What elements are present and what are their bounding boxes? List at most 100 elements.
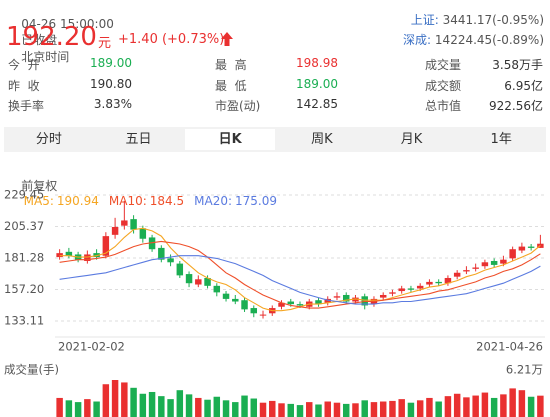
- volume-bar: [342, 403, 350, 417]
- volume-title: 成交量(手): [4, 363, 59, 377]
- candle-body: [352, 297, 359, 302]
- candle-body: [287, 301, 294, 305]
- volume-bar: [407, 402, 415, 417]
- volume-bar: [333, 402, 341, 417]
- volume-bar: [121, 382, 128, 417]
- candle-body: [361, 296, 368, 306]
- stat-value: 190.80: [90, 76, 132, 91]
- volume-bar: [102, 384, 110, 417]
- volume-bar: [518, 390, 526, 417]
- ma-legend: 前复权 MA5: 190.94 MA10: 184.5 MA20: 175.09: [6, 163, 277, 208]
- candle-body: [527, 246, 535, 248]
- candle-body: [481, 262, 489, 267]
- candle-body: [500, 259, 507, 264]
- candle-body: [518, 246, 526, 251]
- volume-bar: [500, 394, 507, 417]
- candle-body: [241, 300, 248, 310]
- volume-bar: [185, 394, 193, 417]
- tab[interactable]: 月K: [400, 132, 423, 147]
- candle-body: [333, 296, 341, 298]
- volume-bar: [287, 403, 294, 417]
- volume-bar: [176, 390, 184, 417]
- tab[interactable]: 分时: [35, 132, 62, 147]
- volume-tick-label: 6.21万: [506, 363, 543, 377]
- volume-bar: [324, 401, 331, 417]
- volume-bar: [435, 401, 442, 417]
- tab[interactable]: 1年: [490, 132, 512, 147]
- volume-bar: [527, 396, 535, 417]
- tab-bar: 分时 五日 日K 周K 月K 1年: [4, 127, 546, 152]
- timezone: 北京时间: [21, 50, 70, 64]
- stat-value: 198.98: [296, 56, 338, 70]
- candle-body: [167, 258, 174, 263]
- stat-row: 换手率 3.83% 市盈(动) 142.85 总市值 922.56亿: [0, 95, 550, 115]
- ma-value: 190.94: [56, 194, 99, 208]
- ma-value: 175.09: [235, 194, 277, 208]
- stat-label: 总市值: [425, 99, 462, 113]
- last-price: 192.20: [6, 22, 97, 52]
- volume-bar: [361, 400, 368, 417]
- candle-body: [139, 228, 147, 239]
- volume-bar: [398, 399, 405, 417]
- tab[interactable]: 日K: [185, 129, 276, 150]
- stat-label: 昨 收: [8, 78, 40, 93]
- x-tick-label: 2021-04-26: [476, 340, 543, 354]
- volume-bar: [158, 396, 165, 417]
- candle-body: [213, 285, 221, 293]
- candle-body: [204, 277, 211, 286]
- index-sh: 上证: 3441.17(-0.95%): [411, 11, 544, 28]
- candle-body: [435, 281, 442, 284]
- volume-bar: [250, 398, 258, 417]
- candle-body: [379, 294, 387, 298]
- ma-value: 184.5: [149, 194, 185, 208]
- candle-body: [416, 285, 424, 289]
- stat-label: 换手率: [8, 99, 45, 113]
- candle-body: [444, 277, 452, 284]
- candle-body: [65, 251, 73, 256]
- candle-body: [56, 253, 63, 258]
- chart: 229.45 205.37 181.28 157.20 133.11 2021-02-02…: [4, 188, 545, 417]
- volume-bar: [537, 395, 544, 417]
- tab[interactable]: 周K: [311, 132, 333, 147]
- stat-value: 142.85: [296, 97, 338, 111]
- stat-row: 昨 收 190.80 最 低 189.00 成交额 6.95亿: [0, 75, 550, 95]
- candle-body: [342, 294, 350, 302]
- candle-body: [232, 298, 239, 302]
- volume-bar: [472, 395, 479, 417]
- y-tick-label: 229.45: [4, 188, 44, 202]
- stat-label: 市盈(动): [215, 99, 261, 113]
- stat-label: 最 高: [215, 58, 247, 72]
- ma-name: MA20:: [194, 194, 232, 208]
- tab[interactable]: 五日: [125, 132, 152, 147]
- volume-bar: [167, 399, 174, 417]
- stat-label: 成交额: [425, 78, 462, 93]
- stat-value: 6.95亿: [504, 78, 543, 93]
- y-tick-label: 133.11: [4, 313, 44, 327]
- stat-value: 3.83%: [93, 97, 132, 111]
- candle-body: [185, 274, 193, 284]
- volume-bar: [74, 402, 82, 417]
- volume-bar: [306, 402, 313, 417]
- quote-time: 04-26 15:00:00 已收盘 北京时间: [6, 3, 114, 79]
- volume-bar: [389, 400, 396, 417]
- volume-bar: [93, 401, 100, 417]
- volume-bar: [204, 399, 211, 417]
- volume-bar: [269, 400, 276, 417]
- candle-body: [130, 219, 137, 230]
- volume-bar: [315, 404, 322, 417]
- candle-body: [259, 314, 267, 316]
- volume-bar: [463, 397, 470, 417]
- volume-bar: [84, 399, 91, 417]
- candle-body: [389, 292, 396, 294]
- volume-bar: [416, 400, 424, 417]
- ma-line: [59, 240, 541, 309]
- candle-body: [490, 260, 498, 265]
- volume-bar: [195, 397, 202, 417]
- price-change: +1.40 (+0.73%): [118, 32, 225, 47]
- candle-body: [222, 293, 230, 299]
- candle-body: [84, 254, 91, 261]
- candle-body: [509, 249, 516, 259]
- volume-bar: [509, 388, 516, 417]
- candle-body: [176, 263, 184, 276]
